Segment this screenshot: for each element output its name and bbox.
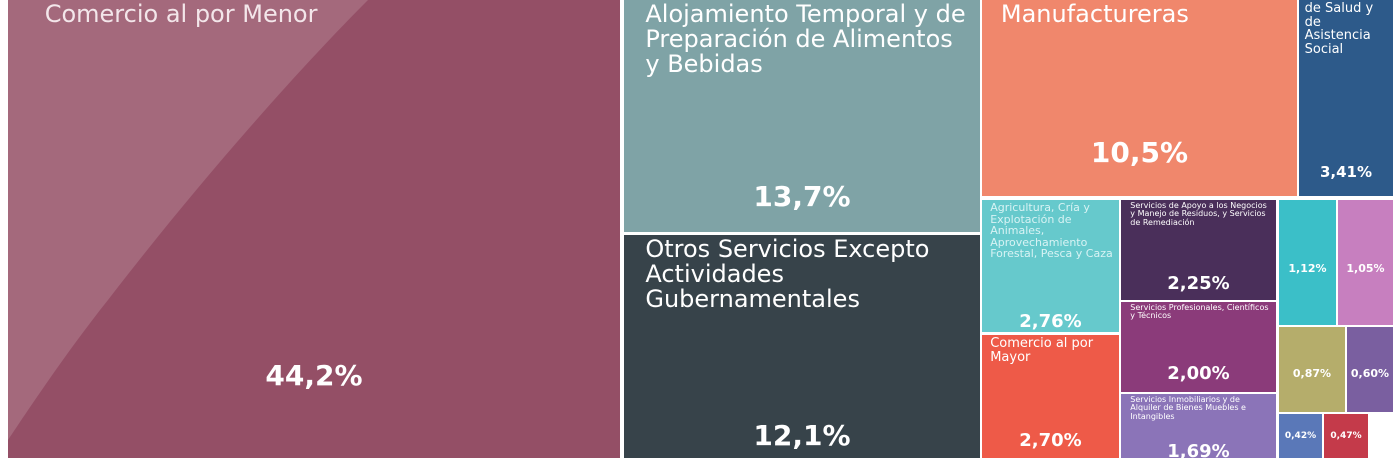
value-label: 0,60%	[1350, 367, 1390, 381]
tile: 0,60%	[1347, 327, 1393, 412]
tile: 1,05%	[1338, 200, 1393, 325]
tile: Alojamiento Temporal y de Preparación de…	[624, 0, 980, 232]
tile-label: de Salud y de Asistencia Social	[1304, 1, 1374, 57]
tile: Comercio al por Menor 44,2%	[8, 0, 620, 458]
value-label: 0,47%	[1330, 430, 1362, 441]
tile: Otros Servicios Excepto Actividades Gube…	[624, 235, 980, 458]
value-label: 0,42%	[1284, 430, 1317, 441]
value-label: 2,25%	[1167, 273, 1230, 295]
tile-label: Otros Servicios Excepto Actividades Gube…	[645, 235, 930, 314]
value-label: 2,70%	[1019, 429, 1082, 451]
value-label: 2,76%	[1019, 310, 1082, 332]
tile-label: Servicios Inmobiliarios y de Alquiler de…	[1130, 395, 1246, 421]
tile-label: Agricultura, Cría y Explotación de Anima…	[990, 201, 1113, 261]
tile-label: Servicios Profesionales, Científicos y T…	[1130, 303, 1269, 321]
tile: Servicios de Apoyo a los Negocios y Mane…	[1121, 200, 1276, 300]
tile: 1,12%	[1279, 200, 1336, 325]
tile: Manufactureras 10,5%	[982, 0, 1297, 196]
value-label: 12,1%	[753, 418, 851, 452]
highlight	[8, 0, 368, 440]
value-label: 10,5%	[1090, 136, 1189, 170]
highlight-shape	[8, 0, 368, 440]
value-label: 2,00%	[1167, 363, 1230, 385]
value-label: 13,7%	[753, 180, 851, 214]
tile: de Salud y de Asistencia Social 3,41%	[1299, 0, 1393, 196]
tile-label: Servicios de Apoyo a los Negocios y Mane…	[1130, 201, 1267, 227]
value-label: 0,87%	[1292, 367, 1332, 381]
tile-label: Comercio al por Menor	[44, 0, 318, 28]
tile: Servicios Profesionales, Científicos y T…	[1121, 302, 1276, 392]
tile: Agricultura, Cría y Explotación de Anima…	[982, 200, 1119, 332]
tile: 0,42%	[1279, 414, 1322, 458]
value-label: 1,12%	[1288, 262, 1327, 276]
value-label: 1,05%	[1346, 262, 1385, 276]
value-label: 44,2%	[265, 358, 363, 392]
tile-label: Manufactureras	[1000, 0, 1189, 28]
tile: Servicios Inmobiliarios y de Alquiler de…	[1121, 394, 1276, 458]
tile-label: Comercio al por Mayor	[990, 336, 1094, 365]
value-label: 3,41%	[1319, 163, 1373, 182]
tile: 0,87%	[1279, 327, 1345, 412]
tile-label: Alojamiento Temporal y de Preparación de…	[645, 0, 966, 79]
tile: 0,47%	[1324, 414, 1368, 458]
tile: Comercio al por Mayor 2,70%	[982, 335, 1119, 458]
value-label: 1,69%	[1167, 440, 1230, 458]
